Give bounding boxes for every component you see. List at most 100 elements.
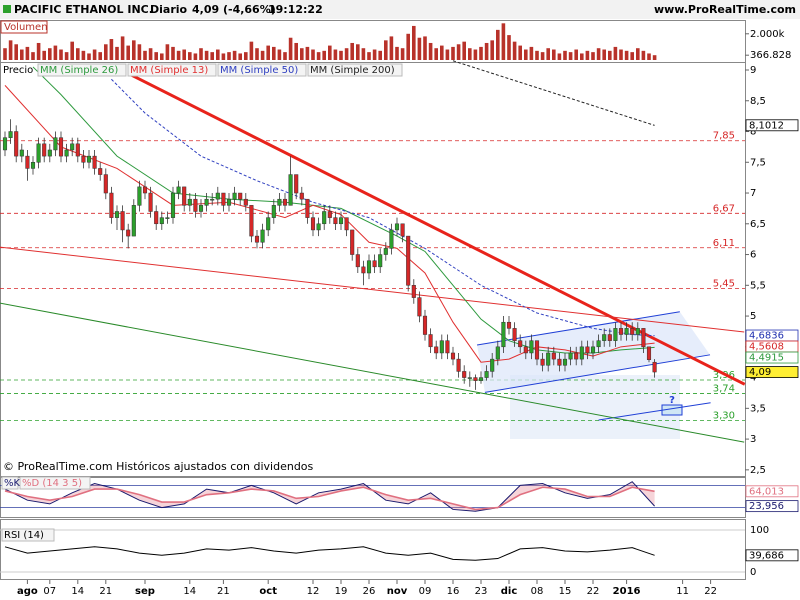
volume-bar	[8, 40, 13, 60]
candle-body	[338, 217, 344, 225]
candle-body	[114, 211, 120, 218]
candle-body	[81, 155, 86, 163]
volume-bar	[126, 45, 130, 60]
candle-body	[523, 346, 528, 354]
volume-bar	[232, 50, 237, 60]
volume-bar	[652, 55, 657, 60]
volume-bar	[92, 49, 97, 60]
volume-bar	[568, 52, 573, 60]
volume-bar	[406, 33, 410, 60]
x-tick-label: 26	[363, 586, 376, 597]
x-tick-label: 14	[183, 586, 196, 597]
candle-body	[372, 260, 377, 268]
candle-body	[137, 186, 142, 206]
candle-body	[344, 217, 349, 231]
volume-bar	[563, 50, 567, 60]
last-price: 4,09 (-4,66%)	[192, 3, 276, 16]
stochastic-panel	[0, 477, 746, 518]
candle-body	[518, 340, 523, 348]
candle-body	[142, 186, 148, 194]
y-tick-label: 7	[750, 188, 756, 199]
candle-body	[378, 254, 383, 268]
y-tick-label: 6	[750, 250, 756, 261]
moving-average	[111, 78, 655, 337]
candle-body	[120, 211, 125, 231]
volume-bar	[154, 52, 158, 60]
candle-body	[126, 229, 131, 237]
candle-body	[400, 223, 405, 237]
panel-title: Volumen	[4, 22, 48, 33]
candle-body	[624, 328, 629, 335]
panel-title-box	[0, 20, 48, 34]
y-tick-label: 6,5	[750, 219, 766, 230]
candle-body	[630, 328, 635, 335]
candle-body	[232, 192, 237, 200]
volume-bar	[585, 50, 590, 60]
candle-body	[406, 235, 411, 286]
candle-body	[299, 192, 304, 200]
volume-bar	[367, 52, 371, 60]
channel-line	[476, 311, 680, 346]
volume-bar	[630, 52, 634, 60]
volume-bar	[81, 50, 86, 60]
volume-bar	[507, 35, 511, 60]
candle-body	[316, 223, 321, 231]
volume-bar	[451, 46, 455, 60]
site: www.ProRealTime.com	[654, 3, 796, 16]
candle-body	[36, 143, 41, 163]
candle-body	[562, 358, 568, 366]
candle-body	[254, 235, 260, 243]
period: Diario	[150, 3, 188, 16]
value-badge-label: 4,09	[749, 367, 771, 378]
candle-body	[366, 260, 372, 274]
value-badge	[745, 366, 799, 378]
candle-body	[2, 137, 8, 151]
candle-body	[226, 198, 232, 206]
level-label: 5,45	[713, 278, 735, 289]
x-tick-label: nov	[387, 586, 408, 597]
volume-bar	[20, 49, 24, 60]
volume-bar	[199, 48, 203, 60]
volume-bar	[171, 46, 175, 60]
y-tick-label: 2,5	[750, 465, 766, 476]
candle-body	[305, 198, 310, 218]
legend-entry: MM (Simple 26)	[40, 65, 118, 76]
candle-body	[613, 328, 618, 341]
candle-body	[47, 149, 52, 157]
oscillator-line	[4, 486, 655, 511]
x-tick-label: oct	[259, 586, 277, 597]
x-tick-label: 11	[676, 586, 689, 597]
volume-bar	[238, 53, 242, 60]
candle-body	[182, 186, 187, 206]
volume-bar	[613, 46, 618, 60]
volume-bar	[148, 48, 153, 60]
volume-bar	[221, 53, 226, 60]
volume-bar	[255, 48, 259, 60]
x-tick-label: 21	[217, 586, 230, 597]
candle-body	[221, 192, 226, 206]
x-tick-label: 09	[419, 586, 432, 597]
footer: © ProRealTime.com Históricos ajustados c…	[3, 460, 314, 473]
volume-bar	[479, 46, 483, 60]
y-tick-label: 0	[750, 567, 756, 578]
candle-body	[277, 198, 282, 206]
legend-entry: RSI (14)	[4, 530, 44, 541]
volume-bar	[120, 36, 125, 60]
volume-bar	[384, 40, 388, 60]
candle-body	[243, 198, 248, 206]
volume-bar	[31, 52, 35, 60]
candle-body	[58, 137, 64, 157]
volume-bar	[98, 52, 102, 60]
candle-body	[557, 358, 562, 366]
volume-bar	[176, 50, 181, 60]
volume-bar	[535, 50, 539, 60]
candle-body	[434, 346, 439, 354]
volume-bar	[294, 42, 298, 60]
candle-body	[350, 229, 355, 255]
volume-bar	[204, 50, 209, 60]
candle-body	[249, 205, 254, 237]
candle-body	[64, 149, 69, 157]
volume-bar	[423, 36, 427, 60]
volume-bar	[137, 44, 142, 60]
y-tick-label: 5,5	[750, 280, 766, 291]
